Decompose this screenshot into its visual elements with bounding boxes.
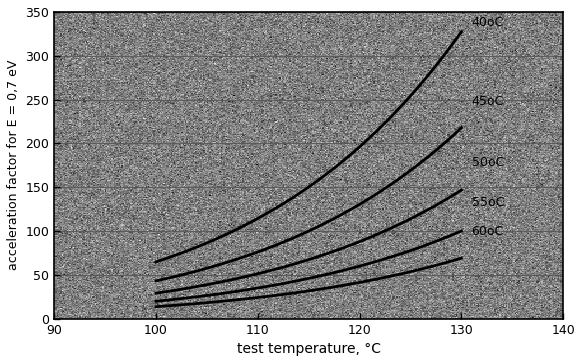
Text: 40oC: 40oC <box>471 16 504 29</box>
Text: 50oC: 50oC <box>471 156 504 169</box>
X-axis label: test temperature, °C: test temperature, °C <box>237 342 381 356</box>
Y-axis label: acceleration factor for E = 0,7 eV: acceleration factor for E = 0,7 eV <box>7 60 20 270</box>
Text: 45oC: 45oC <box>471 95 504 108</box>
Text: 60oC: 60oC <box>471 224 504 237</box>
Text: 55oC: 55oC <box>471 196 504 209</box>
